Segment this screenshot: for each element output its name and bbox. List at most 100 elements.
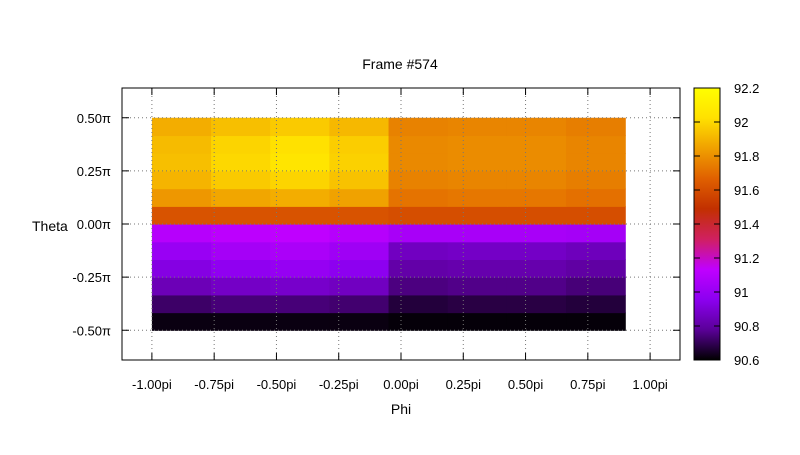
x-axis-ticks: -1.00pi -0.75pi -0.50pi -0.25pi 0.00pi 0.25pi… xyxy=(132,88,668,392)
heatmap-cell xyxy=(151,224,212,243)
heatmap-cell xyxy=(211,259,271,278)
y-tick-label: 0.25π xyxy=(77,164,111,179)
colorbar-tick-label: 91.6 xyxy=(734,183,759,198)
y-tick-label: 0.00π xyxy=(77,217,111,232)
heatmap-cell xyxy=(211,135,271,154)
heatmap-cell xyxy=(506,135,567,154)
heatmap-cell xyxy=(388,277,449,296)
heatmap-cell xyxy=(211,312,271,331)
heatmap-cell xyxy=(447,117,508,137)
heatmap-cell xyxy=(151,153,212,172)
heatmap-cell xyxy=(270,206,330,225)
heatmap-cell xyxy=(151,135,212,154)
heatmap-cell xyxy=(566,206,626,225)
colorbar-tick-label: 92 xyxy=(734,115,748,130)
x-tick-label: 1.00pi xyxy=(632,377,668,392)
heatmap-cell xyxy=(447,135,508,154)
heatmap-cell xyxy=(388,259,449,278)
heatmap-cell xyxy=(506,206,567,225)
heatmap-cell xyxy=(270,224,330,243)
heatmap-cell xyxy=(506,312,567,331)
heatmap-cell xyxy=(566,312,626,331)
heatmap-cell xyxy=(566,153,626,172)
heatmap-cell xyxy=(447,224,508,243)
heatmap-cell xyxy=(566,224,626,243)
heatmap-cell xyxy=(566,188,626,207)
heatmap-cell xyxy=(270,170,330,190)
heatmap-cell xyxy=(566,241,626,261)
heatmap-cell xyxy=(151,312,212,331)
heatmap-cell xyxy=(566,117,626,137)
heatmap-cell xyxy=(388,206,449,225)
heatmap-cell xyxy=(329,277,390,296)
heatmap-cell xyxy=(388,153,449,172)
heatmap-cell xyxy=(151,170,212,190)
colorbar-tick-label: 90.6 xyxy=(734,353,759,368)
heatmap-cell xyxy=(506,170,567,190)
heatmap-cell xyxy=(151,277,212,296)
x-tick-label: -0.75pi xyxy=(194,377,234,392)
heatmap-cell xyxy=(270,312,330,331)
heatmap-cell xyxy=(506,241,567,261)
heatmap-cell xyxy=(447,259,508,278)
heatmap-cell xyxy=(329,294,390,314)
heatmap-cell xyxy=(211,224,271,243)
heatmap-cell xyxy=(566,294,626,314)
colorbar-tick-label: 91.4 xyxy=(734,217,759,232)
heatmap-cell xyxy=(151,259,212,278)
colorbar-tick-label: 92.2 xyxy=(734,81,759,96)
x-tick-label: -1.00pi xyxy=(132,377,172,392)
y-tick-label: -0.25π xyxy=(72,270,111,285)
heatmap-cell xyxy=(447,206,508,225)
heatmap-cell xyxy=(447,188,508,207)
heatmap-cell xyxy=(506,117,567,137)
heatmap-cell xyxy=(329,153,390,172)
heatmap-cell xyxy=(211,117,271,137)
heatmap-cell xyxy=(211,241,271,261)
heatmap-cell xyxy=(388,135,449,154)
heatmap-cell xyxy=(270,277,330,296)
heatmap-cell xyxy=(506,153,567,172)
heatmap-cell xyxy=(329,135,390,154)
heatmap-cell xyxy=(566,135,626,154)
heatmap-cell xyxy=(506,224,567,243)
colorbar-tick-label: 90.8 xyxy=(734,319,759,334)
x-axis-label: Phi xyxy=(391,401,411,417)
heatmap-cell xyxy=(506,294,567,314)
heatmap-cell xyxy=(388,117,449,137)
heatmap-cell xyxy=(270,259,330,278)
heatmap-cell xyxy=(447,312,508,331)
heatmap-cell xyxy=(211,170,271,190)
heatmap-cell xyxy=(329,206,390,225)
heatmap-cell xyxy=(388,170,449,190)
x-tick-label: 0.25pi xyxy=(446,377,482,392)
heatmap-cell xyxy=(566,170,626,190)
heatmap-cell xyxy=(388,312,449,331)
heatmap-cell xyxy=(329,188,390,207)
heatmap-cell xyxy=(506,277,567,296)
heatmap-cell xyxy=(447,241,508,261)
heatmap-cell xyxy=(447,170,508,190)
x-tick-label: 0.50pi xyxy=(508,377,544,392)
heatmap-cell xyxy=(211,294,271,314)
heatmap-cell xyxy=(270,135,330,154)
heatmap-cell xyxy=(329,117,390,137)
heatmap-cell xyxy=(329,259,390,278)
heatmap-cell xyxy=(270,241,330,261)
heatmap-cell xyxy=(566,259,626,278)
y-axis-ticks: 0.50π 0.25π 0.00π -0.25π -0.50π xyxy=(72,111,680,338)
chart-title: Frame #574 xyxy=(362,56,438,72)
heatmap-cell xyxy=(388,188,449,207)
colorbar-tick-label: 91 xyxy=(734,285,748,300)
y-axis-label: Theta xyxy=(32,218,68,234)
x-tick-label: -0.50pi xyxy=(257,377,297,392)
grid-lines xyxy=(122,88,680,360)
x-tick-label: -0.25pi xyxy=(319,377,359,392)
heatmap-cell xyxy=(329,241,390,261)
heatmap-cells xyxy=(151,117,626,331)
heatmap-cell xyxy=(270,117,330,137)
heatmap-cell xyxy=(211,277,271,296)
heatmap-cell xyxy=(151,188,212,207)
heatmap-cell xyxy=(388,294,449,314)
